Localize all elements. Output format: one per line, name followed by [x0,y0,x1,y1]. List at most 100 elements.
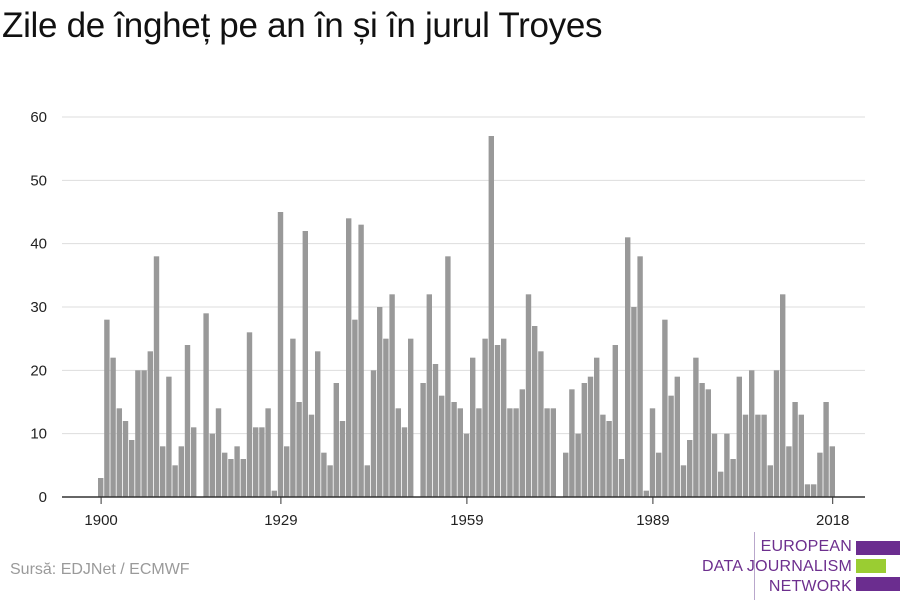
bar [445,256,451,497]
bar [321,452,327,497]
bar [141,370,147,497]
bar [563,452,569,497]
source-note: Sursă: EDJNet / ECMWF [10,561,190,578]
bar [110,357,116,497]
bar [420,383,426,497]
bar [755,414,761,497]
bar [817,452,823,497]
bar [327,465,333,497]
bar [668,395,674,497]
bar [606,421,612,497]
bar [730,459,736,497]
bar [476,408,482,497]
bar [811,484,817,497]
bar [135,370,141,497]
bar [160,446,166,497]
bar [228,459,234,497]
bar [470,357,476,497]
bar [494,345,501,497]
y-tick-label: 60 [30,109,47,126]
bar [662,319,668,497]
bar [674,376,680,497]
bar [501,338,507,497]
bar [463,433,470,497]
bar [234,446,240,497]
y-tick-label: 10 [30,426,47,443]
bar [370,370,377,497]
bar [358,224,364,498]
bar [773,370,780,497]
bar [482,338,488,497]
bar [389,294,395,497]
bar [612,345,618,497]
x-tick-label: 2018 [816,512,849,529]
bar [166,376,172,497]
bar [488,136,494,497]
bar [804,484,811,497]
bar [711,433,718,497]
bar [395,408,401,497]
bar [600,414,606,497]
bar [519,389,525,497]
bar [259,427,265,497]
gridlines [62,116,865,435]
x-tick-label: 1929 [264,512,297,529]
bar [184,345,191,497]
bar [339,421,346,497]
y-tick-label: 50 [30,172,47,189]
bar [265,408,271,497]
bar [656,452,662,497]
bar [538,351,544,497]
y-tick-label: 30 [30,299,47,316]
chart-title: Zile de îngheț pe an în și în jurul Troy… [2,6,603,45]
bar [693,357,699,497]
bar [383,338,389,497]
x-tick-label: 1989 [636,512,669,529]
bar [550,408,556,497]
bar [594,357,600,497]
bar [203,313,209,497]
bar [631,307,637,497]
bar [767,465,773,497]
logo-line-2: DATA JOURNALISM [702,558,852,575]
bar [786,446,792,497]
bar [302,231,308,497]
bar [823,402,829,497]
bar [426,294,432,497]
bar [172,465,178,497]
bar [315,351,321,497]
bar [736,376,742,497]
y-tick-label: 40 [30,236,47,253]
x-tick-label: 1959 [450,512,483,529]
bar [507,408,513,497]
bar [333,383,339,497]
bar [749,370,755,497]
bar [792,402,798,497]
x-axis-ticks: 1900 1929 1959 1989 2018 [84,497,849,529]
bar [129,440,135,497]
bar [780,294,786,497]
bar [451,402,457,497]
y-axis-ticks: 0 10 20 30 40 50 60 [30,109,47,506]
bar [618,459,625,497]
bar [829,446,835,497]
logo-line-3: NETWORK [768,578,852,595]
y-tick-label: 20 [30,362,47,379]
bar [277,212,284,497]
bar [575,433,581,497]
bar [240,459,246,497]
bar-chart: 0 10 20 30 40 50 60 1900 1929 1959 1989 2018 [30,109,865,529]
bar [147,351,153,497]
bar [246,332,253,497]
logo-line-1: EUROPEAN [760,538,852,555]
bar [718,471,724,497]
bar [401,427,408,497]
bar [153,256,160,497]
edjnet-logo[interactable]: EUROPEAN DATA JOURNALISM NETWORK [700,532,900,600]
x-tick-label: 1900 [84,512,117,529]
bar [377,307,383,497]
bar [364,465,370,497]
bar [569,389,575,497]
bar [649,408,656,497]
bar [525,294,532,497]
